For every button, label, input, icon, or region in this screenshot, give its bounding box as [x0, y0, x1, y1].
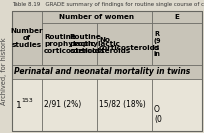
- Bar: [42, 11, 152, 23]
- Text: Number of women: Number of women: [59, 14, 135, 20]
- Bar: [97, 79, 152, 131]
- Bar: [152, 79, 202, 131]
- Text: Routine
prophylactic
corticosteroids: Routine prophylactic corticosteroids: [44, 34, 105, 54]
- Bar: [97, 23, 152, 65]
- Text: 2/91 (2%): 2/91 (2%): [44, 101, 81, 109]
- Bar: [42, 23, 97, 65]
- Text: Perinatal and neonatal mortality in twins: Perinatal and neonatal mortality in twin…: [14, 68, 190, 76]
- Text: Number
of
studies: Number of studies: [11, 28, 43, 48]
- Text: 15/82 (18%): 15/82 (18%): [99, 101, 146, 109]
- Text: Archived, for histork: Archived, for histork: [1, 37, 7, 105]
- Bar: [152, 11, 202, 23]
- Bar: [12, 11, 42, 65]
- Text: 1: 1: [16, 101, 22, 109]
- Bar: [12, 79, 42, 131]
- Text: O
(0: O (0: [154, 105, 162, 124]
- Bar: [42, 79, 97, 131]
- Bar: [12, 65, 202, 79]
- Text: Routine
prophylactic
corticosteroids: Routine prophylactic corticosteroids: [70, 34, 131, 54]
- Bar: [152, 23, 202, 65]
- Text: No
corticosteroids: No corticosteroids: [99, 38, 160, 51]
- Text: E: E: [175, 14, 180, 20]
- Text: 153: 153: [21, 99, 33, 103]
- Text: Table 8.19   GRADE summary of findings for routine single course of corticostero: Table 8.19 GRADE summary of findings for…: [12, 2, 204, 7]
- Text: R
(9
ci
in: R (9 ci in: [154, 30, 162, 57]
